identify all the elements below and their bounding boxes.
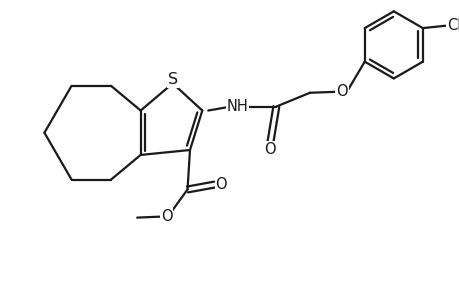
Text: O: O xyxy=(161,209,172,224)
Text: O: O xyxy=(263,142,274,157)
Text: O: O xyxy=(336,84,347,99)
Text: NH: NH xyxy=(226,99,248,114)
Text: S: S xyxy=(167,72,177,87)
Text: O: O xyxy=(215,177,226,192)
Text: Cl: Cl xyxy=(446,18,459,33)
